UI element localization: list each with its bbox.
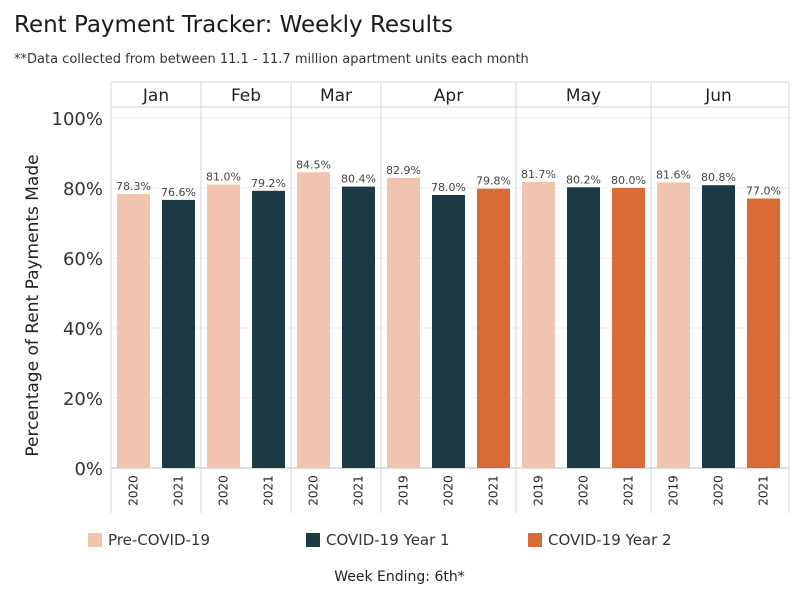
y-tick-label: 0% bbox=[74, 459, 103, 480]
data-label: 78.0% bbox=[431, 181, 466, 194]
month-header-mar: Mar bbox=[320, 86, 352, 106]
data-label: 79.8% bbox=[476, 175, 511, 188]
data-label: 78.3% bbox=[116, 180, 151, 193]
data-label: 81.7% bbox=[521, 168, 556, 181]
bar-jun-2020 bbox=[702, 185, 735, 468]
bar-chart: 0% 20% 40% 60% 80% 100% Percentage of Rent Pay… bbox=[23, 81, 790, 513]
bar-feb-2020 bbox=[207, 184, 240, 468]
data-label: 80.8% bbox=[701, 171, 736, 184]
bar-apr-2021 bbox=[477, 188, 510, 468]
legend-item-covid-year-2: COVID-19 Year 2 bbox=[528, 530, 672, 550]
bar-jun-2021 bbox=[747, 198, 780, 468]
legend-label-covid-year-1: COVID-19 Year 1 bbox=[326, 531, 450, 549]
x-tick-label: 2021 bbox=[487, 475, 501, 506]
month-header-feb: Feb bbox=[231, 86, 261, 106]
x-tick-label: 2021 bbox=[262, 475, 276, 506]
bar-jan-2020 bbox=[117, 193, 150, 468]
legend-swatch-pre-covid bbox=[88, 533, 102, 547]
y-tick-label: 80% bbox=[63, 179, 103, 200]
x-tick-label: 2021 bbox=[352, 475, 366, 506]
legend-item-covid-year-1: COVID-19 Year 1 bbox=[306, 530, 450, 550]
y-tick-label: 100% bbox=[52, 109, 103, 130]
month-header-may: May bbox=[566, 86, 601, 106]
y-axis-title: Percentage of Rent Payments Made bbox=[23, 154, 43, 456]
month-header-apr: Apr bbox=[434, 86, 463, 106]
data-label: 79.2% bbox=[251, 177, 286, 190]
x-axis-caption: Week Ending: 6th* bbox=[334, 569, 465, 585]
data-label: 80.2% bbox=[566, 173, 601, 186]
x-tick-label: 2020 bbox=[577, 475, 591, 506]
x-tick-label: 2019 bbox=[532, 475, 546, 506]
bar-may-2021 bbox=[612, 188, 645, 468]
x-tick-label: 2020 bbox=[712, 475, 726, 506]
x-tick-label: 2019 bbox=[397, 475, 411, 506]
chart-title: Rent Payment Tracker: Weekly Results bbox=[14, 12, 454, 38]
bar-feb-2021 bbox=[252, 190, 285, 469]
x-tick-label: 2020 bbox=[217, 475, 231, 506]
y-tick-label: 20% bbox=[63, 389, 103, 410]
legend-label-covid-year-2: COVID-19 Year 2 bbox=[548, 531, 672, 549]
x-tick-label: 2021 bbox=[757, 475, 771, 506]
legend-label-pre-covid: Pre-COVID-19 bbox=[108, 531, 211, 549]
x-tick-label: 2020 bbox=[127, 475, 141, 506]
data-label: 80.4% bbox=[341, 173, 376, 186]
data-label: 84.5% bbox=[296, 158, 331, 171]
legend-swatch-covid-year-2 bbox=[528, 533, 542, 547]
bar-jan-2021 bbox=[162, 199, 195, 468]
x-tick-label: 2020 bbox=[307, 475, 321, 506]
bar-jun-2019 bbox=[657, 182, 690, 468]
bar-mar-2021 bbox=[342, 186, 375, 468]
chart-subtitle: **Data collected from between 11.1 - 11.… bbox=[14, 52, 529, 67]
bar-may-2020 bbox=[567, 187, 600, 469]
data-label: 81.0% bbox=[206, 171, 241, 184]
x-tick-label: 2021 bbox=[172, 475, 186, 506]
month-header-jun: Jun bbox=[704, 86, 732, 106]
y-tick-label: 60% bbox=[63, 249, 103, 270]
bar-mar-2020 bbox=[297, 172, 330, 468]
legend-swatch-covid-year-1 bbox=[306, 533, 320, 547]
bar-apr-2020 bbox=[432, 195, 465, 468]
legend-item-pre-covid: Pre-COVID-19 bbox=[88, 530, 210, 550]
data-label: 82.9% bbox=[386, 164, 421, 177]
x-tick-label: 2019 bbox=[667, 475, 681, 506]
x-tick-label: 2020 bbox=[442, 475, 456, 506]
data-label: 76.6% bbox=[161, 186, 196, 199]
data-label: 80.0% bbox=[611, 174, 646, 187]
data-label: 81.6% bbox=[656, 168, 691, 181]
x-tick-label: 2021 bbox=[622, 475, 636, 506]
month-header-jan: Jan bbox=[142, 86, 169, 106]
bar-apr-2019 bbox=[387, 177, 420, 468]
data-label: 77.0% bbox=[746, 185, 781, 198]
y-tick-label: 40% bbox=[63, 319, 103, 340]
bar-may-2019 bbox=[522, 182, 555, 469]
